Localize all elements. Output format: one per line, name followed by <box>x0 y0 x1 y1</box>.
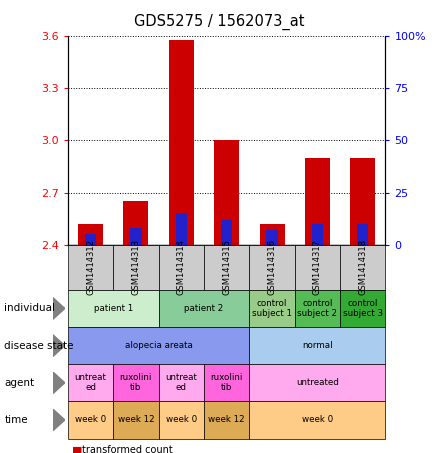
Polygon shape <box>53 297 65 320</box>
Text: untreated: untreated <box>296 378 339 387</box>
Text: GSM1414316: GSM1414316 <box>268 239 276 295</box>
Text: individual: individual <box>4 304 55 313</box>
Bar <box>78 224 103 245</box>
Bar <box>131 228 141 245</box>
Text: GSM1414318: GSM1414318 <box>358 239 367 295</box>
Text: untreat
ed: untreat ed <box>74 373 106 392</box>
Bar <box>266 230 278 245</box>
Text: transformed count: transformed count <box>82 445 173 453</box>
Text: week 12: week 12 <box>208 415 245 424</box>
Bar <box>214 140 239 245</box>
Text: normal: normal <box>302 341 333 350</box>
Bar <box>169 40 194 245</box>
Bar <box>312 224 323 245</box>
Text: patient 1: patient 1 <box>94 304 133 313</box>
Polygon shape <box>53 334 65 357</box>
Bar <box>350 158 375 245</box>
Text: ruxolini
tib: ruxolini tib <box>211 373 243 392</box>
Text: GSM1414312: GSM1414312 <box>86 239 95 295</box>
Text: GSM1414313: GSM1414313 <box>131 239 141 295</box>
Text: week 0: week 0 <box>302 415 333 424</box>
Bar <box>305 158 330 245</box>
Text: week 0: week 0 <box>166 415 197 424</box>
Bar <box>221 220 232 245</box>
Bar <box>124 201 148 245</box>
Text: week 12: week 12 <box>118 415 154 424</box>
Text: patient 2: patient 2 <box>184 304 224 313</box>
Text: GSM1414315: GSM1414315 <box>222 239 231 295</box>
Text: GSM1414317: GSM1414317 <box>313 239 322 295</box>
Bar <box>357 224 368 245</box>
Bar <box>85 234 96 245</box>
Text: ruxolini
tib: ruxolini tib <box>120 373 152 392</box>
Text: time: time <box>4 415 28 425</box>
Polygon shape <box>53 371 65 394</box>
Text: GSM1414314: GSM1414314 <box>177 239 186 295</box>
Text: untreat
ed: untreat ed <box>166 373 197 392</box>
Bar <box>260 224 285 245</box>
Text: control
subject 2: control subject 2 <box>297 299 337 318</box>
Text: agent: agent <box>4 378 35 388</box>
Text: control
subject 1: control subject 1 <box>252 299 292 318</box>
Text: control
subject 3: control subject 3 <box>343 299 383 318</box>
Text: ■: ■ <box>72 445 83 453</box>
Text: alopecia areata: alopecia areata <box>125 341 193 350</box>
Polygon shape <box>53 409 65 431</box>
Text: GDS5275 / 1562073_at: GDS5275 / 1562073_at <box>134 14 304 30</box>
Bar <box>176 213 187 245</box>
Text: week 0: week 0 <box>75 415 106 424</box>
Text: disease state: disease state <box>4 341 74 351</box>
